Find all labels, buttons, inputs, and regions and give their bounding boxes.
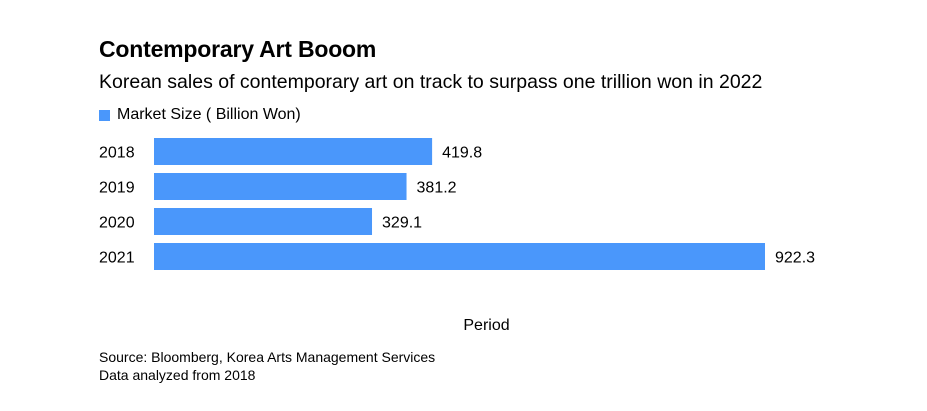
bar <box>154 173 407 200</box>
value-label: 381.2 <box>417 180 457 197</box>
data-note-line: Data analyzed from 2018 <box>99 367 256 383</box>
source-note: Source: Bloomberg, Korea Arts Management… <box>99 348 435 384</box>
legend-swatch <box>99 109 110 121</box>
category-label: 2021 <box>99 250 135 267</box>
bar <box>154 138 433 165</box>
bar <box>154 208 373 235</box>
legend: Market Size ( Billion Won) <box>99 104 301 126</box>
category-label: 2018 <box>99 145 135 162</box>
category-label: 2019 <box>99 180 135 197</box>
value-label: 922.3 <box>775 250 815 267</box>
x-axis-label: Period <box>463 317 509 334</box>
bar <box>154 243 765 270</box>
value-label: 329.1 <box>382 215 422 232</box>
source-line: Source: Bloomberg, Korea Arts Management… <box>99 349 436 365</box>
category-label: 2020 <box>99 215 135 232</box>
value-label: 419.8 <box>442 145 482 162</box>
chart-title: Contemporary Art Booom <box>99 36 377 62</box>
legend-label: Market Size ( Billion Won) <box>117 106 301 123</box>
chart-subtitle: Korean sales of contemporary art on trac… <box>99 71 763 93</box>
